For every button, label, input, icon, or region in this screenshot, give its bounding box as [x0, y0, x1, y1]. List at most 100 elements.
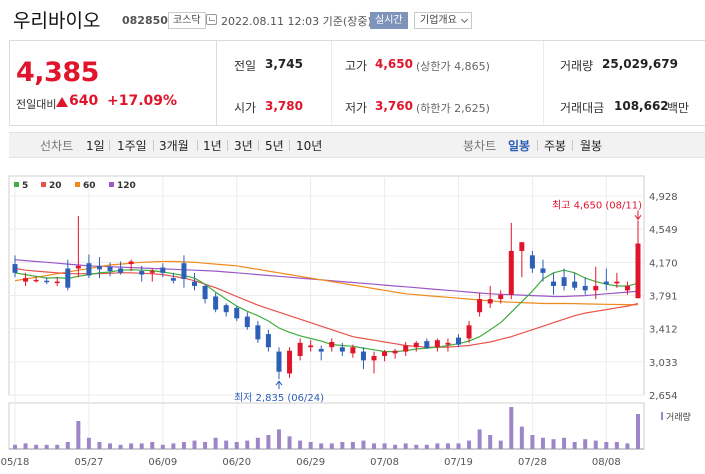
volume-bar — [540, 437, 545, 449]
volume-bar — [393, 444, 398, 449]
ma20-line — [14, 267, 639, 348]
y-tick-label: 4,928 — [649, 192, 678, 203]
volume-bar — [55, 444, 60, 449]
candle-body — [371, 355, 377, 361]
candle-body — [107, 266, 113, 272]
volume-legend-swatch — [661, 412, 663, 420]
volume-bar — [192, 440, 197, 449]
quote-summary: 4,385 전일대비 640 +17.09% 전일 3,745 시가 3,780… — [9, 40, 705, 126]
legend-swatch — [75, 182, 80, 187]
volume-bar — [97, 442, 102, 449]
open-value: 3,780 — [265, 99, 303, 113]
candle-body — [529, 255, 535, 269]
change-label: 전일대비 — [16, 98, 57, 111]
y-tick-label: 4,549 — [649, 225, 678, 236]
volume-bar — [372, 443, 377, 449]
candle-body — [128, 261, 134, 265]
divider — [331, 41, 332, 125]
volume-bar — [76, 421, 81, 449]
period-3m[interactable]: 3개월 — [159, 139, 189, 153]
candle-body — [244, 316, 250, 328]
period-monthly-candle[interactable]: 월봉 — [580, 139, 603, 153]
volume-bar — [171, 443, 176, 449]
candle-body — [54, 281, 60, 284]
volume-bar — [477, 429, 482, 449]
volume-bar — [403, 443, 408, 449]
candle-body — [255, 325, 261, 340]
candle-body — [339, 347, 345, 352]
current-price: 4,385 — [16, 57, 99, 88]
y-tick-label: 3,033 — [649, 358, 678, 369]
volume-label: 거래량 — [666, 411, 691, 423]
candle-body — [635, 243, 641, 299]
candle-body — [318, 348, 324, 352]
stock-code: 082850 — [122, 14, 168, 27]
volume-bar — [34, 444, 39, 449]
candle-body — [75, 265, 81, 269]
period-weekly-candle[interactable]: 주봉 — [544, 139, 567, 153]
x-tick-label: 07/08 — [370, 457, 399, 468]
divider — [197, 140, 198, 151]
volume-value: 25,029,679 — [602, 57, 678, 71]
volume-bar — [361, 440, 366, 449]
realtime-button[interactable]: 실시간 — [370, 12, 408, 29]
candle-body — [582, 285, 588, 291]
period-5y[interactable]: 5년 — [265, 139, 284, 153]
volume-bar — [509, 407, 514, 449]
amount-label: 거래대금 — [560, 101, 605, 115]
legend-label: 60 — [83, 181, 96, 191]
candle-body — [466, 325, 472, 339]
volume-bar — [234, 442, 239, 449]
candle-body — [96, 265, 102, 270]
company-overview-label: 기업개요 — [420, 15, 457, 26]
period-1d[interactable]: 1일 — [86, 139, 105, 153]
candle-body — [392, 350, 398, 354]
volume-bar — [308, 442, 313, 449]
period-3y[interactable]: 3년 — [234, 139, 253, 153]
stock-header: 우리바이오 082850 코스닥 2022.08.11 12:03 기준(장중)… — [0, 0, 705, 40]
period-1w[interactable]: 1주일 — [117, 139, 147, 153]
company-overview-dropdown[interactable]: 기업개요 — [414, 12, 472, 29]
candle-body — [561, 277, 567, 286]
volume-bar — [319, 443, 324, 449]
candle-body — [572, 281, 578, 288]
legend-label: 120 — [117, 181, 136, 191]
high-annotation: 최고 4,650 (08/11) — [552, 199, 642, 211]
legend-swatch — [14, 182, 19, 187]
volume-bar — [435, 443, 440, 449]
period-1y[interactable]: 1년 — [203, 139, 222, 153]
divider — [258, 140, 259, 151]
candle-body — [413, 342, 419, 348]
divider — [227, 140, 228, 151]
y-tick-label: 2,654 — [649, 391, 678, 402]
candle-body — [614, 281, 620, 284]
candle-body — [445, 342, 451, 345]
candle-body — [202, 285, 208, 300]
candle-body — [403, 345, 409, 352]
volume-bar — [467, 440, 472, 449]
legend-label: 5 — [22, 181, 28, 191]
market-tag: 코스닥 — [168, 12, 206, 29]
volume-bar — [129, 443, 134, 449]
volume-bar — [298, 440, 303, 449]
candle-body — [181, 263, 187, 279]
volume-bar — [139, 443, 144, 449]
volume-bar — [614, 442, 619, 449]
low-label: 저가 — [345, 101, 368, 115]
divider — [572, 140, 573, 151]
volume-bar — [604, 442, 609, 449]
period-10y[interactable]: 10년 — [296, 139, 323, 153]
candle-body — [434, 340, 440, 348]
change-percent: +17.09% — [107, 93, 178, 109]
prev-close-label: 전일 — [234, 59, 257, 73]
x-tick-label: 06/09 — [148, 457, 177, 468]
legend-swatch — [41, 182, 46, 187]
up-triangle-icon — [56, 97, 68, 107]
legend-swatch — [109, 182, 114, 187]
candle-body — [86, 263, 92, 276]
volume-bar — [150, 442, 155, 449]
divider — [543, 41, 544, 125]
period-daily-candle[interactable]: 일봉 — [508, 139, 531, 153]
candle-body — [508, 250, 514, 295]
